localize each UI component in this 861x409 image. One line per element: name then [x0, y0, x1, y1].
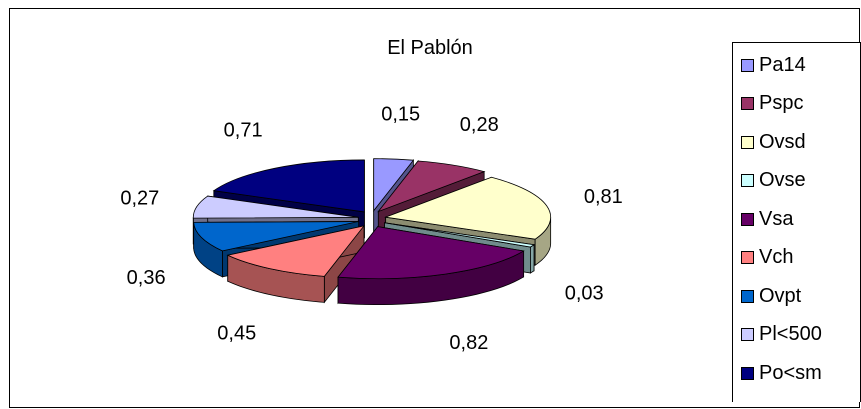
legend-label: Pa14	[759, 53, 806, 76]
legend-swatch	[741, 289, 754, 303]
pie-chart: 0,15 0,28 0,81 0,03 0,82 0,45 0,36 0,27 0,71	[120, 103, 623, 354]
data-label: 0,28	[460, 114, 499, 136]
legend-label: Ovsd	[759, 130, 806, 153]
data-label: 0,36	[127, 267, 166, 289]
data-label: 0,45	[217, 322, 256, 344]
data-label: 0,82	[449, 332, 488, 354]
legend-swatch	[741, 251, 754, 264]
legend-item: Pl<500	[741, 323, 822, 347]
legend-item: Ovse	[741, 169, 806, 193]
chart-frame: 0,15 0,28 0,81 0,03 0,82 0,45 0,36 0,27 0,71 El …	[9, 8, 860, 408]
legend-swatch	[741, 97, 754, 110]
pie-slice	[337, 225, 525, 306]
legend-label: Po<sm	[759, 361, 822, 384]
legend-swatch	[741, 58, 754, 72]
legend-item: Ovpt	[741, 284, 801, 308]
data-label: 0,71	[224, 120, 263, 142]
legend-label: Ovpt	[759, 284, 802, 307]
legend-label: Pl<500	[759, 323, 822, 345]
legend-item: Pspc	[741, 92, 803, 116]
legend-item: Pa14	[741, 53, 806, 77]
data-label: 0,03	[565, 282, 604, 304]
legend-label: Ovse	[759, 169, 806, 191]
legend-item: Vch	[741, 246, 793, 270]
data-label: 0,27	[120, 188, 159, 210]
legend-label: Vch	[759, 246, 794, 268]
pie-slice	[226, 224, 366, 304]
legend-item: Ovsd	[741, 130, 806, 154]
legend-item: Po<sm	[741, 361, 822, 385]
legend-swatch	[741, 135, 754, 149]
legend-swatch	[741, 366, 754, 380]
legend-item: Vsa	[741, 207, 793, 231]
legend-label: Vsa	[759, 207, 794, 230]
legend-swatch	[741, 212, 754, 226]
legend-swatch	[741, 174, 754, 187]
legend: Pa14 Pspc Ovsd Ovse Vsa Vch Ovpt Pl<500 Po<sm	[732, 42, 861, 402]
chart-title: El Pablón	[387, 37, 473, 59]
legend-label: Pspc	[759, 92, 804, 114]
data-label: 0,81	[584, 186, 623, 208]
data-label: 0,15	[381, 103, 420, 125]
legend-swatch	[741, 328, 754, 341]
